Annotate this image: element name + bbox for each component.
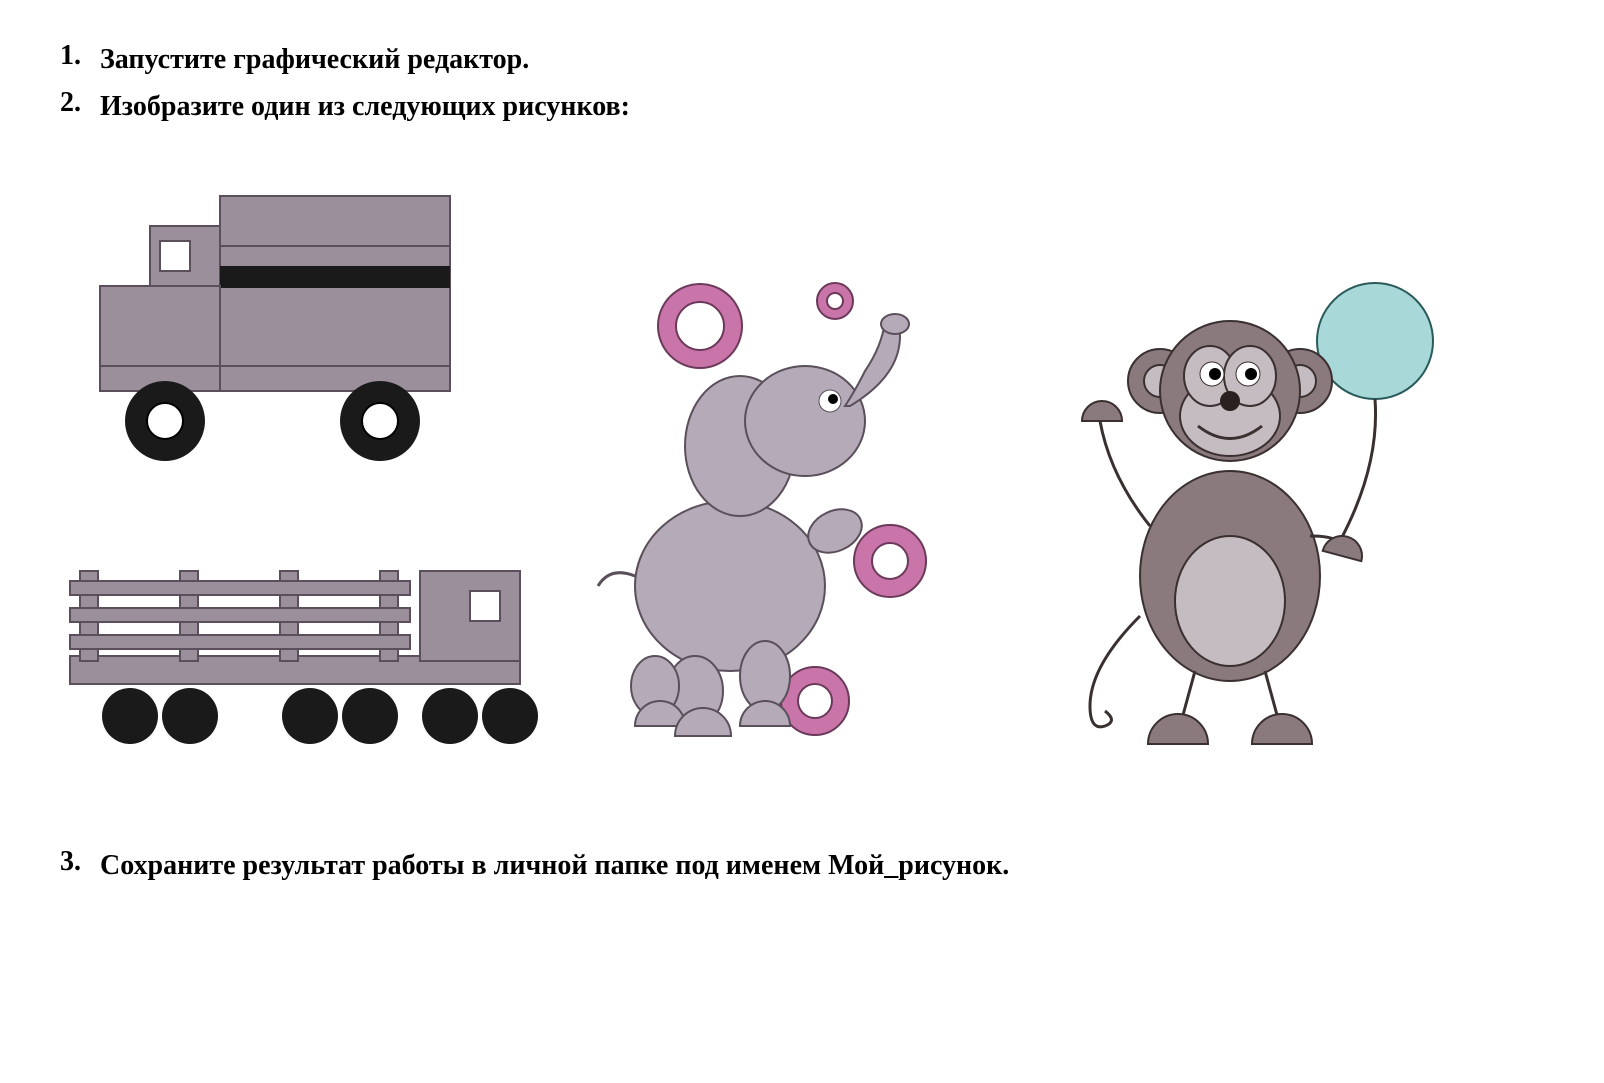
elephant-drawing (580, 246, 1000, 766)
item-text-1: Запустите графический редактор. (100, 40, 529, 79)
truck-drawing-1 (60, 186, 490, 466)
item-number-2: 2. (60, 87, 100, 119)
item-text-2: Изобразите один из следующих рисунков: (100, 87, 630, 126)
list-item-1: 1. Запустите графический редактор. (60, 40, 1544, 79)
truck-drawing-2 (60, 536, 540, 766)
list-item-3: 3. Сохраните результат работы в личной п… (60, 846, 1544, 885)
drawings-container (60, 186, 1544, 766)
item-text-3: Сохраните результат работы в личной папк… (100, 846, 1009, 885)
item-number-1: 1. (60, 40, 100, 72)
trucks-column (60, 186, 540, 766)
list-item-2: 2. Изобразите один из следующих рисунков… (60, 87, 1544, 126)
monkey-drawing (1040, 246, 1460, 766)
item-number-3: 3. (60, 846, 100, 878)
